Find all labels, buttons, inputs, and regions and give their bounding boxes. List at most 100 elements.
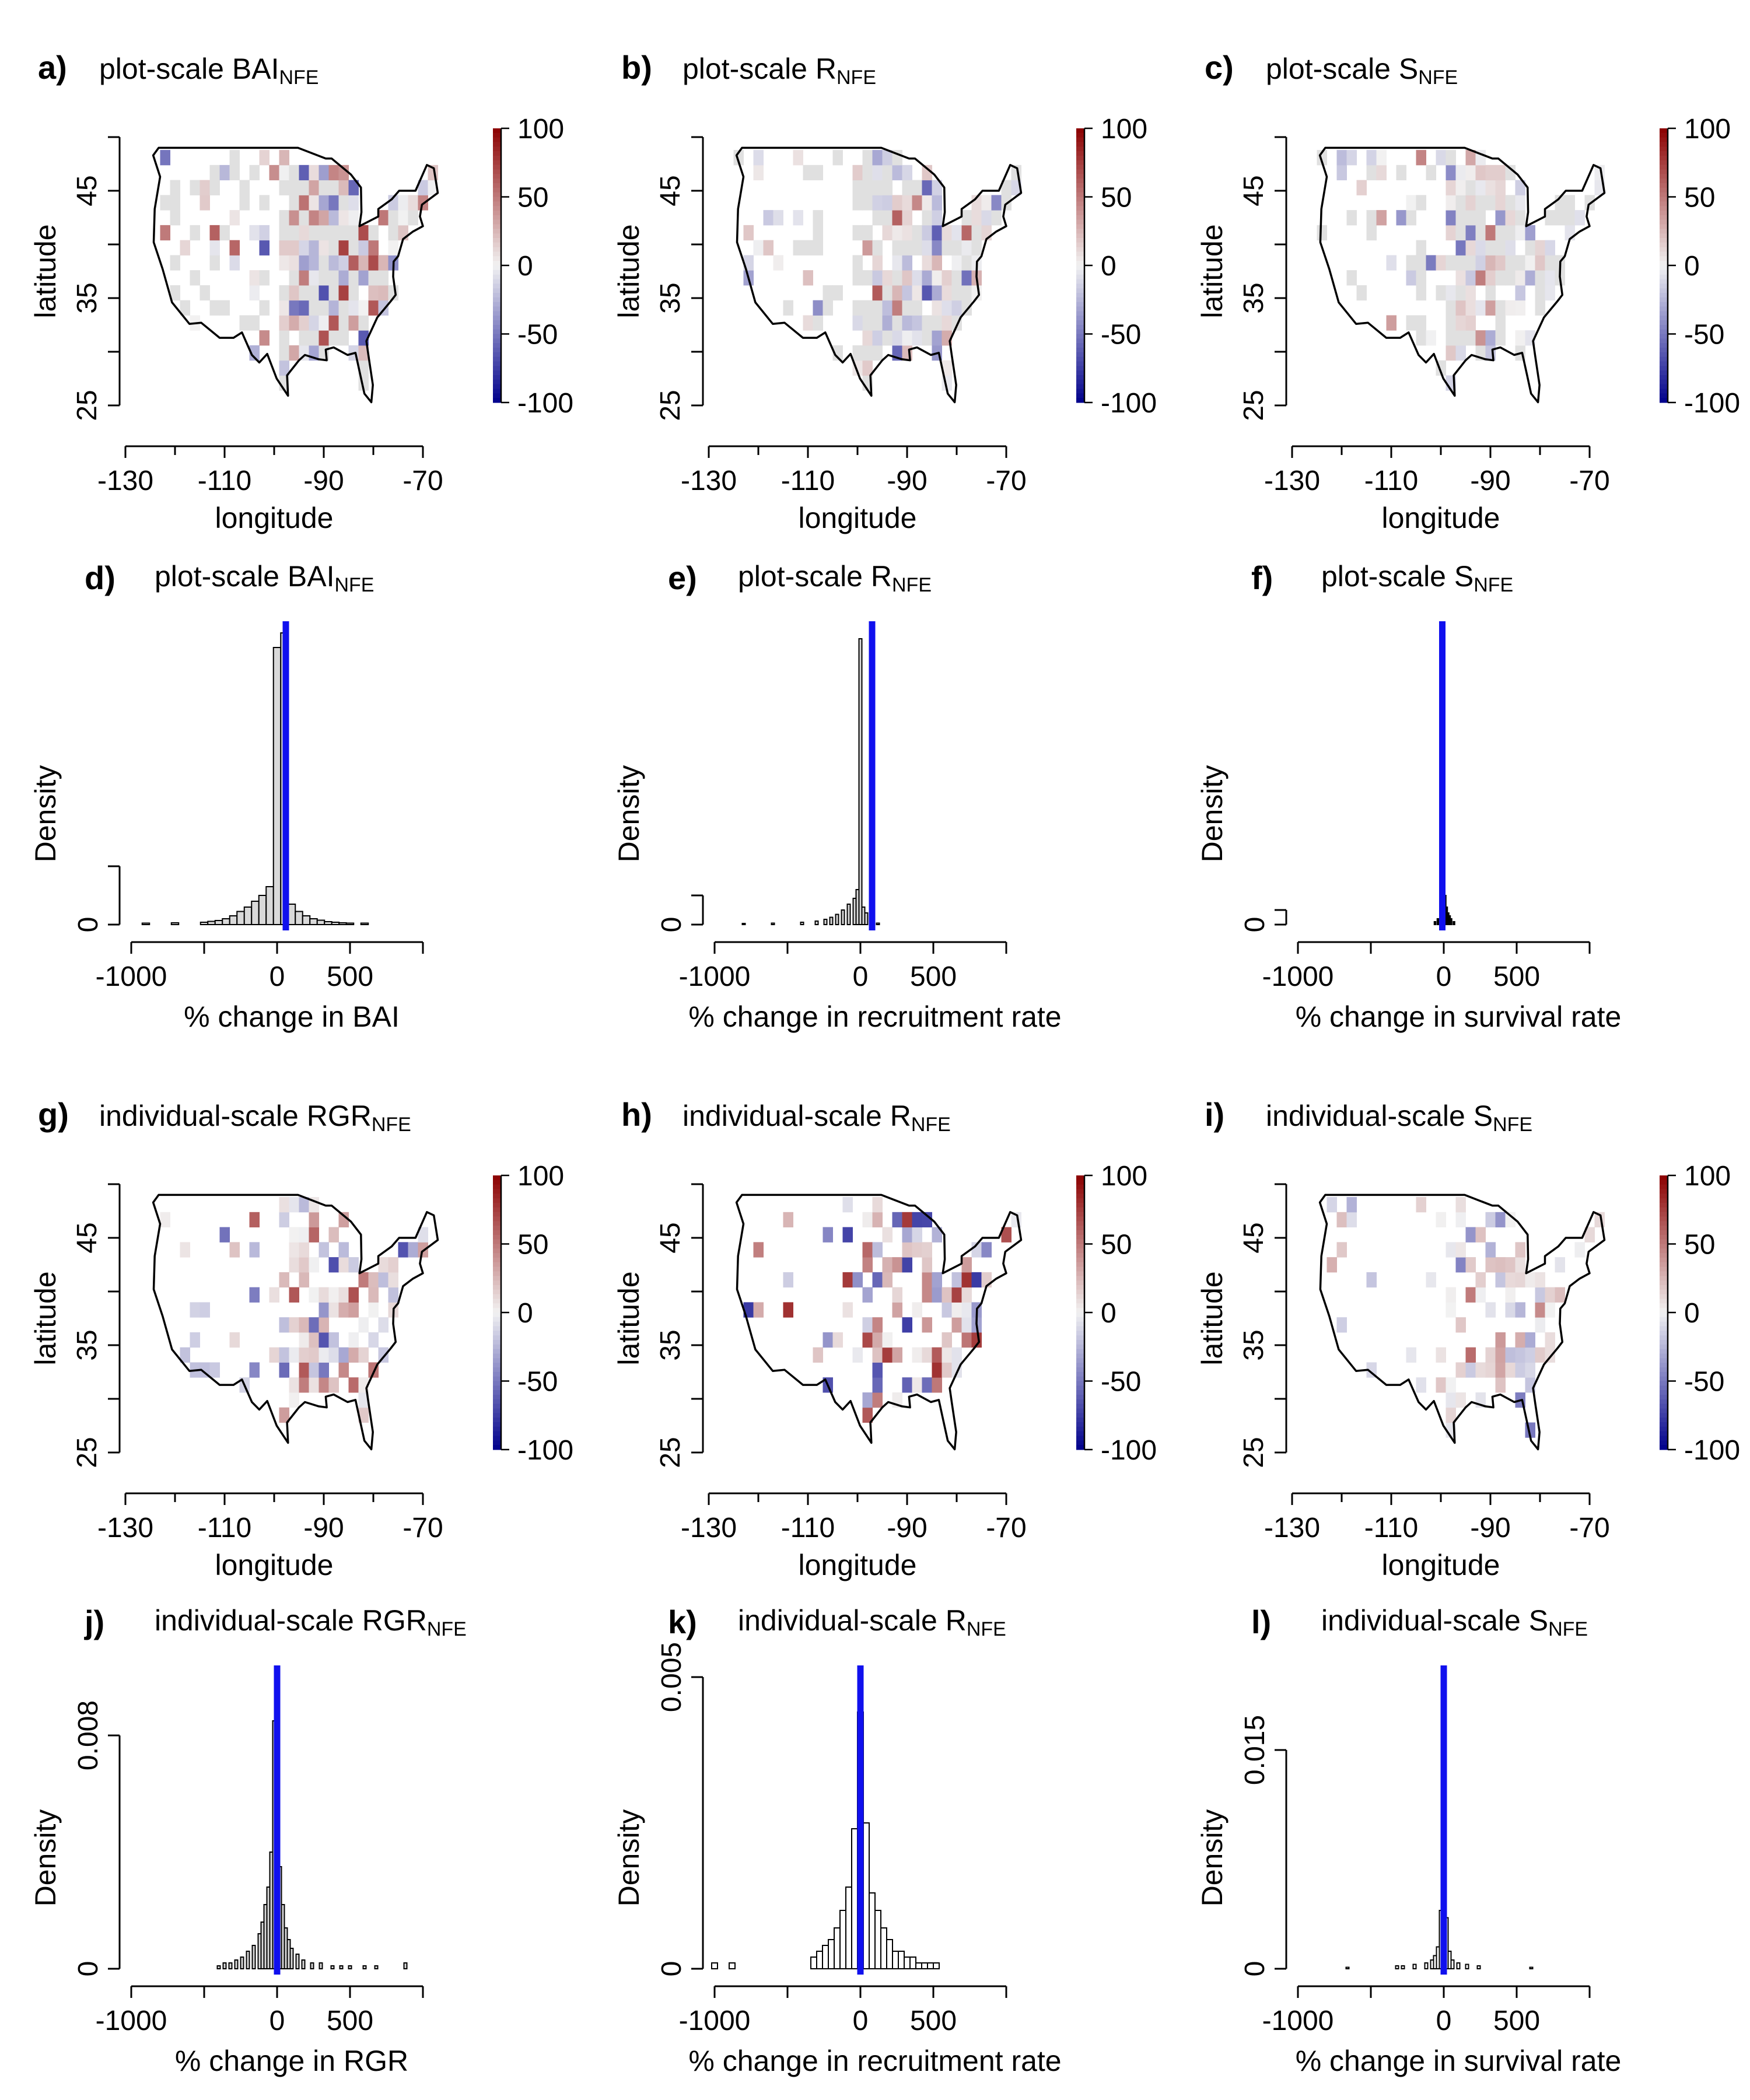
x-axis: -130 -110 -90 -70 longitude (681, 445, 1027, 534)
map-cell (1535, 1302, 1545, 1318)
colorbar-segment (1660, 160, 1668, 166)
colorbar-segment (1076, 1189, 1084, 1194)
histogram-bar (1529, 1966, 1534, 1969)
x-tick-label: -130 (1264, 466, 1320, 496)
panel-i: i) individual-scale SNFE -130 -110 -90 -70 lon… (1196, 1096, 1740, 1581)
map-cell (318, 1377, 329, 1393)
histogram-bar (1412, 1964, 1417, 1969)
y-tick-label: 25 (72, 390, 103, 421)
colorbar: 100 50 0 -50 -100 (1660, 1161, 1740, 1466)
panel-label: d) (85, 559, 116, 596)
map-cell (1525, 225, 1535, 241)
map-cell-shaded (912, 225, 922, 241)
map-cell (902, 1227, 912, 1242)
colorbar-segment (1660, 146, 1668, 152)
histogram-bar (246, 1951, 250, 1969)
colorbar-segment (1076, 1340, 1084, 1345)
map-cell (912, 1377, 922, 1393)
colorbar-segment (1076, 146, 1084, 152)
colorbar-segment (493, 169, 501, 174)
colorbar-segment (1660, 1230, 1668, 1236)
colorbar-segment (1076, 293, 1084, 298)
colorbar-segment (493, 256, 501, 261)
map-cell (358, 240, 369, 256)
map-cell (783, 1212, 793, 1228)
map-cell (299, 1257, 309, 1273)
map-cell (219, 164, 230, 181)
colorbar-segment (1660, 1194, 1668, 1199)
map-cell (1426, 255, 1436, 271)
map-cell-shaded (1366, 225, 1377, 241)
colorbar-tick-label: 100 (517, 114, 564, 145)
histogram-bar (265, 886, 274, 925)
map-cell-shaded (368, 270, 379, 286)
map-cell (1436, 1377, 1446, 1393)
map-cell (1485, 225, 1496, 241)
map-cell (318, 1242, 329, 1258)
y-axis-title: latitude (612, 1271, 645, 1365)
map-cell (1446, 164, 1456, 181)
map-cell (358, 255, 369, 271)
map-cell (338, 1347, 349, 1363)
colorbar-segment (1660, 197, 1668, 202)
colorbar-segment (1660, 178, 1668, 184)
colorbar-segment (493, 284, 501, 289)
map-cell (348, 1287, 359, 1303)
map-cell (200, 1302, 210, 1318)
colorbar-segment (1660, 1390, 1668, 1395)
map-cell (892, 255, 902, 271)
colorbar-tick-label: -100 (1684, 1435, 1740, 1466)
map-cell (1505, 1287, 1516, 1303)
map-cell (1446, 1407, 1456, 1423)
map-cell (1336, 1212, 1347, 1228)
map-cell (318, 330, 329, 346)
map-cell (1336, 1242, 1347, 1258)
map-cell-shaded (1495, 225, 1506, 241)
map-cell (872, 255, 883, 271)
map-cell (1515, 1272, 1525, 1288)
title-subscript: NFE (372, 1114, 411, 1136)
map-cell-shaded (813, 240, 823, 256)
map-cell-shaded (1465, 330, 1476, 346)
map-cell-shaded (852, 270, 863, 286)
map-cell-shaded (209, 180, 220, 195)
map-cell (892, 1347, 902, 1363)
map-cell (1584, 1227, 1595, 1242)
y-tick-label: 45 (72, 175, 103, 206)
colorbar-segment (1660, 1363, 1668, 1368)
map-cell-shaded (219, 300, 230, 316)
histogram-bar (771, 922, 775, 925)
map-cell (259, 330, 270, 346)
histogram-bar (858, 638, 863, 925)
map-cell-shaded (961, 210, 972, 226)
x-axis: -130 -110 -90 -70 longitude (1264, 1492, 1610, 1581)
map-cell (981, 195, 992, 211)
colorbar-segment (493, 1321, 501, 1327)
histogram-bar (234, 1959, 239, 1969)
map-cell (338, 255, 349, 271)
map-cell (942, 270, 952, 286)
map-cell (358, 1272, 369, 1288)
map-cell (358, 1317, 369, 1333)
map-cell (289, 1227, 299, 1242)
map-cell (318, 1317, 329, 1333)
map-cell (388, 1257, 398, 1273)
colorbar-segment (493, 352, 501, 358)
map-cell (358, 225, 369, 241)
map-cell-shaded (862, 195, 873, 211)
colorbar-segment (1076, 1431, 1084, 1437)
map-cell-shaded (1465, 210, 1476, 226)
colorbar-segment (1660, 1385, 1668, 1391)
map-cell (1515, 1257, 1525, 1273)
colorbar-segment (1660, 1440, 1668, 1446)
map-cell (912, 1302, 922, 1318)
map-cell (318, 195, 329, 211)
map-cell (1465, 300, 1476, 316)
map-cell-shaded (358, 315, 369, 331)
map-cell (1555, 1257, 1565, 1273)
map-cell (299, 315, 309, 331)
colorbar-segment (1660, 320, 1668, 326)
colorbar-segment (493, 348, 501, 353)
colorbar-segment (1660, 1308, 1668, 1313)
map-cell (1505, 1302, 1516, 1318)
